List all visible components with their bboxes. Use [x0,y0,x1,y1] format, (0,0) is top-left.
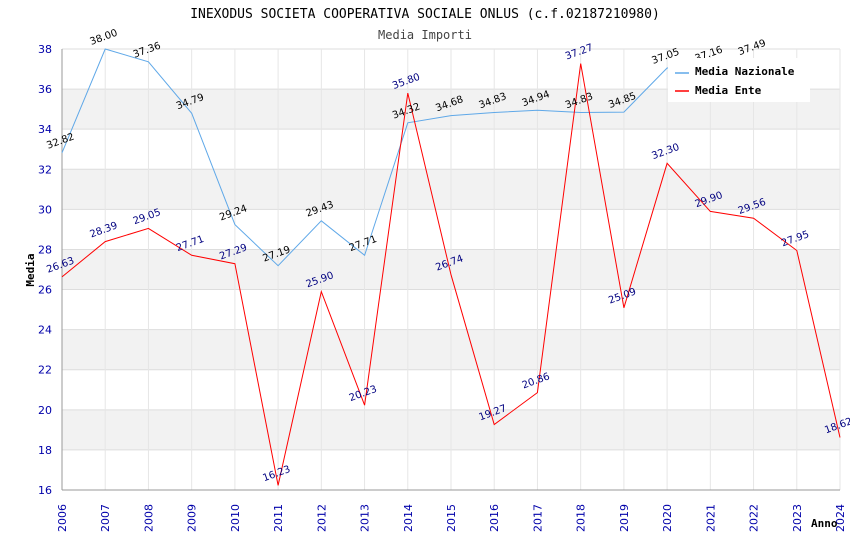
x-tick-label: 2015 [445,504,458,532]
legend-label-media-ente: Media Ente [695,84,762,97]
x-tick-labels: 2006 2007 2008 2009 2010 2011 2012 2013 2014 2015… [56,504,847,532]
x-tick-label: 2022 [748,504,761,532]
y-tick-label: 30 [38,203,52,216]
legend-label-media-nazionale: Media Nazionale [695,65,795,78]
x-tick-label: 2014 [402,504,415,532]
legend-box [668,58,810,102]
x-tick-label: 2019 [618,504,631,532]
series-line-media-nazionale [61,48,754,267]
chart-subtitle: Media Importi [378,28,472,42]
y-tick-label: 36 [38,83,52,96]
y-tick-label: 16 [38,484,52,497]
y-axis-label: Media [24,253,37,286]
x-tick-label: 2020 [661,504,674,532]
y-tick-label: 32 [38,163,52,176]
y-tick-label: 20 [38,404,52,417]
x-tick-label: 2021 [704,504,717,532]
y-tick-label: 22 [38,364,52,377]
y-tick-label: 18 [38,444,52,457]
x-tick-label: 2013 [359,504,372,532]
x-tick-label: 2018 [575,504,588,532]
x-tick-label: 2010 [229,504,242,532]
axes [61,49,840,491]
series-lines [61,48,841,486]
x-tick-label: 2008 [142,504,155,532]
x-tick-label: 2007 [99,504,112,532]
y-tick-label: 34 [38,123,52,136]
x-tick-label: 2006 [56,504,69,532]
chart-title: INEXODUS SOCIETA COOPERATIVA SOCIALE ONL… [190,7,660,22]
legend: Media Nazionale Media Ente [668,58,810,102]
y-tick-label: 38 [38,43,52,56]
y-tick-label: 26 [38,284,52,297]
y-tick-label: 24 [38,324,52,337]
y-tick-label: 28 [38,243,52,256]
x-tick-label: 2011 [272,504,285,532]
series-line-media-ente [61,63,841,486]
x-tick-label: 2012 [315,504,328,532]
x-tick-label: 2023 [791,504,804,532]
x-tick-label: 2016 [488,504,501,532]
y-tick-labels: 16 18 20 22 24 26 28 30 32 34 36 38 [38,43,52,497]
x-tick-label: 2009 [186,504,199,532]
x-axis-label: Anno [811,517,838,530]
x-tick-label: 2024 [834,504,847,532]
x-tick-label: 2017 [531,504,544,532]
